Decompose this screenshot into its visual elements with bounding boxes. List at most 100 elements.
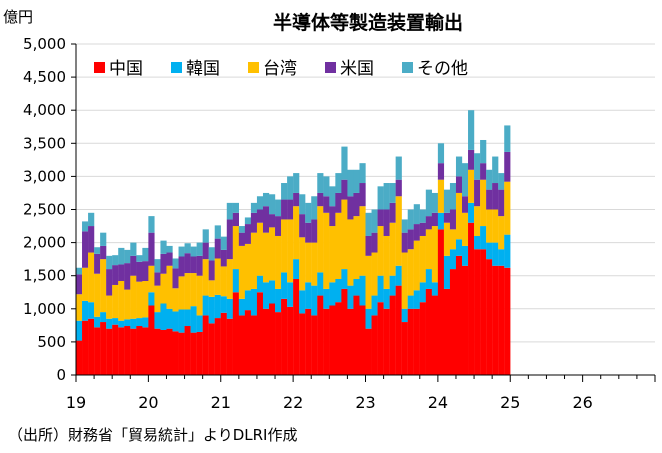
bar-segment-1 [419,302,426,375]
bar-segment-3 [353,216,360,280]
bar-segment-5 [305,202,312,223]
bar-segment-2 [407,295,414,309]
bar-segment-4 [359,183,366,207]
bar-segment-2 [293,259,300,280]
bar-segment-2 [220,296,227,313]
bar-segment-4 [407,229,414,250]
bar-segment-3 [166,265,173,309]
bar-segment-3 [238,245,246,299]
bar-segment-4 [250,212,258,233]
bar-segment-5 [425,189,432,217]
bar-segment-3 [160,273,167,304]
y-tick-label: 3,500 [23,134,66,152]
bar-segment-4 [474,179,481,207]
bar-segment-2 [244,290,252,311]
bar-segment-4 [419,222,426,236]
bar-segment-3 [142,280,149,318]
bar-segment-2 [154,312,161,329]
y-tick-label: 1,000 [23,300,66,318]
bar-segment-4 [142,261,149,281]
bar-segment-3 [281,219,288,273]
bar-segment-1 [329,305,336,375]
legend-swatch [171,62,182,73]
bar-segment-5 [389,183,396,203]
bar-segment-1 [377,302,384,375]
bar-segment-3 [184,273,191,310]
bar-segment-3 [232,226,239,270]
bar-segment-1 [154,328,161,375]
bar-segment-2 [359,275,366,306]
bar-segment-2 [449,249,457,270]
bar-segment-2 [184,309,191,327]
bar-segment-3 [395,196,402,266]
bar-segment-4 [389,202,396,223]
bar-segment-4 [130,255,137,276]
bar-segment-4 [184,253,191,274]
bar-segment-2 [178,309,185,333]
bar-segment-4 [166,252,173,266]
bar-segment-3 [130,275,137,319]
bar-segment-5 [88,212,95,227]
bar-segment-2 [275,288,282,313]
bar-segment-5 [455,156,463,177]
bar-segment-4 [82,231,89,268]
bar-segment-1 [293,279,300,375]
bar-segment-3 [124,289,131,320]
bar-segment-1 [238,315,246,375]
bar-segment-3 [371,252,378,296]
bar-segment-2 [455,239,463,256]
bar-segment-2 [100,312,107,323]
bar-segment-1 [341,288,348,375]
bar-segment-4 [202,242,209,260]
bar-segment-3 [443,222,451,256]
bar-segment-5 [323,176,330,197]
bar-segment-3 [323,212,330,289]
bar-segment-5 [413,204,420,225]
bar-segment-2 [486,242,493,260]
bar-segment-4 [154,272,161,286]
bar-segment-4 [395,179,402,197]
bar-segment-1 [166,328,173,375]
bar-segment-1 [449,269,457,375]
bar-segment-5 [407,209,414,230]
bar-segment-3 [275,235,282,289]
bar-segment-4 [281,199,288,220]
bar-segment-5 [196,242,203,256]
bar-segment-5 [184,243,191,254]
bar-segment-3 [474,206,481,236]
bar-segment-5 [112,255,119,266]
bar-segment-4 [353,192,360,217]
bar-segment-1 [462,265,469,375]
legend-label: 米国 [340,59,374,79]
bar-segment-1 [443,288,451,375]
bar-segment-5 [154,259,161,273]
x-axis: 19 20 21 22 23 24 25 26 [66,375,656,412]
bar-segment-3 [100,259,107,313]
bar-segment-4 [455,176,463,193]
bar-segment-5 [474,153,481,180]
bar-segment-5 [371,209,378,233]
bar-segment-2 [88,302,95,319]
bar-segment-2 [112,318,119,325]
bar-segment-1 [299,313,306,375]
bar-segment-5 [82,221,89,232]
bar-segment-3 [329,226,336,283]
bar-segment-1 [124,326,131,375]
bar-segment-1 [106,328,113,375]
bar-segment-4 [118,264,125,281]
bar-segment-2 [329,282,336,306]
bar-segment-2 [425,269,432,289]
bar-segment-3 [293,206,300,260]
bar-segment-3 [311,242,318,286]
bar-segment-3 [178,276,185,310]
y-tick-label: 2,500 [23,201,66,219]
bar-segment-2 [82,300,89,321]
bar-segment-2 [395,265,402,286]
bar-segment-4 [323,196,330,213]
bar-segment-2 [419,282,426,303]
bar-segment-3 [359,206,366,276]
bar-segment-4 [425,216,432,230]
chart-title: 半導体等製造装置輸出 [273,11,463,34]
bar-segment-1 [425,288,432,375]
bar-segment-3 [88,252,95,303]
